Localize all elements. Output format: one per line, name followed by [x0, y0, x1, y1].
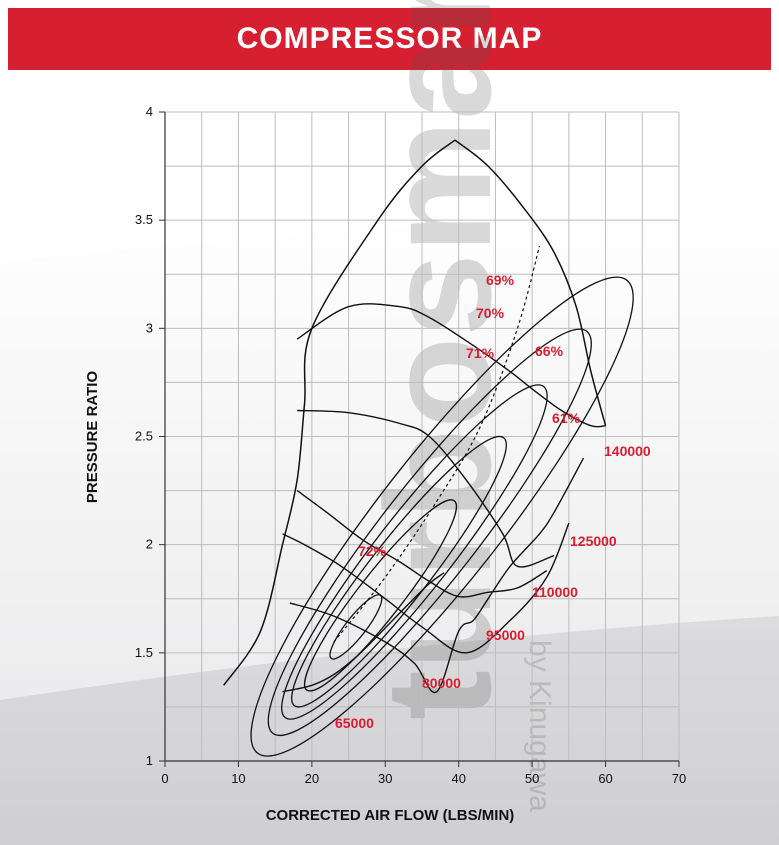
- x-tick-label: 0: [161, 771, 168, 786]
- speed-label-80000: 80000: [422, 675, 461, 691]
- efficiency-island-66: [267, 328, 592, 737]
- y-tick-label: 3.5: [135, 212, 153, 227]
- axes: 0 10 20 30 40 50 60 70 1 1.5 2 2.5 3 3.5 4: [135, 104, 686, 786]
- title-banner: COMPRESSOR MAP: [8, 8, 771, 70]
- speed-label-110000: 110000: [532, 584, 578, 600]
- background-swoosh: [0, 206, 779, 845]
- efficiency-label-70: 70%: [476, 305, 505, 321]
- efficiency-label-71: 71%: [466, 345, 495, 361]
- speed-lines: [282, 303, 606, 694]
- speed-line-125000: [297, 409, 555, 568]
- max-flow-line: [454, 139, 607, 426]
- y-tick-label: 2.5: [135, 429, 153, 444]
- map-envelope: [223, 139, 607, 686]
- efficiency-islands: [250, 276, 634, 757]
- watermark-sub-text: by Kinugawa: [523, 640, 556, 812]
- speed-label-65000: 65000: [335, 715, 374, 731]
- x-tick-label: 40: [451, 771, 465, 786]
- speed-line-80000: [289, 457, 585, 694]
- efficiency-island-69: [281, 384, 548, 720]
- efficiency-island-61: [250, 276, 634, 757]
- efficiency-label-61: 61%: [552, 410, 581, 426]
- efficiency-label-66: 66%: [535, 343, 564, 359]
- x-tick-label: 60: [598, 771, 612, 786]
- x-axis-title: CORRECTED AIR FLOW (LBS/MIN): [266, 807, 515, 824]
- speed-label-125000: 125000: [570, 533, 617, 549]
- peak-efficiency-line: [333, 245, 541, 643]
- y-tick-label: 3: [146, 320, 153, 335]
- speed-label-140000: 140000: [604, 443, 651, 459]
- y-tick-label: 4: [146, 104, 153, 119]
- chart-title: COMPRESSOR MAP: [236, 22, 543, 55]
- speed-label-95000: 95000: [486, 627, 525, 643]
- x-tick-label: 30: [378, 771, 392, 786]
- y-axis-title: PRESSURE RATIO: [84, 371, 101, 504]
- speed-line-140000: [296, 303, 606, 428]
- chart-labels: 65000 80000 95000 110000 125000 140000 72% 71% 7…: [335, 272, 651, 731]
- surge-line: [223, 139, 456, 686]
- y-tick-label: 1.5: [135, 645, 153, 660]
- y-tick-label: 2: [146, 537, 153, 552]
- x-tick-label: 50: [525, 771, 539, 786]
- x-tick-label: 10: [231, 771, 245, 786]
- x-tick-label: 70: [672, 771, 686, 786]
- speed-line-110000: [296, 490, 548, 598]
- efficiency-label-69: 69%: [486, 272, 515, 288]
- y-tick-label: 1: [146, 753, 153, 768]
- x-tick-label: 20: [305, 771, 319, 786]
- efficiency-label-72: 72%: [358, 543, 387, 559]
- speed-line-95000: [282, 522, 570, 654]
- peak-efficiency-path: [333, 245, 541, 643]
- speed-line-65000: [282, 572, 445, 693]
